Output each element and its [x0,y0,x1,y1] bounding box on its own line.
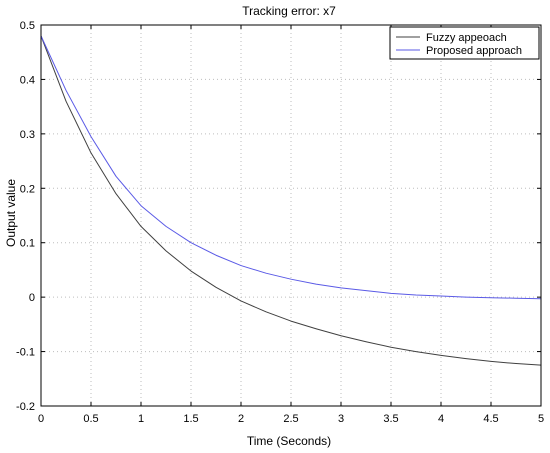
x-tick-label: 2.5 [283,413,298,425]
x-tick-label: 4 [438,413,444,425]
x-tick-label: 5 [538,413,544,425]
x-tick-label: 0 [38,413,44,425]
x-tick-label: 1 [138,413,144,425]
series-line-1 [40,35,542,366]
chart-title: Tracking error: x7 [242,4,336,18]
y-tick-labels: -0.2 -0.1 0 0.1 0.2 0.3 0.4 0.5 [16,20,35,413]
x-axis-label: Time (Seconds) [247,434,331,448]
axis-ticks [40,24,542,407]
x-tick-label: 3 [338,413,344,425]
legend-label: Fuzzy appeoach [426,32,507,44]
series-line-2 [40,35,542,300]
plot-frame [40,24,542,407]
x-tick-labels: 0 0.5 1 1.5 2 2.5 3 3.5 4 4.5 5 [38,413,544,425]
y-tick-label: 0.2 [20,183,35,195]
y-tick-label: 0.4 [20,74,35,86]
y-tick-label: 0.3 [20,129,35,141]
y-tick-label: -0.2 [16,401,35,413]
y-axis-label: Output value [4,179,18,247]
grid [41,25,541,406]
x-tick-label: 1.5 [183,413,198,425]
y-tick-label: 0 [29,292,35,304]
legend-label: Proposed approach [426,45,522,57]
x-tick-label: 4.5 [483,413,498,425]
legend-box [389,26,540,60]
y-tick-label: 0.1 [20,238,35,250]
y-tick-label: 0.5 [20,20,35,32]
x-tick-label: 0.5 [83,413,98,425]
x-tick-label: 2 [238,413,244,425]
y-tick-label: -0.1 [16,347,35,359]
series-lines [40,35,542,366]
x-tick-label: 3.5 [383,413,398,425]
